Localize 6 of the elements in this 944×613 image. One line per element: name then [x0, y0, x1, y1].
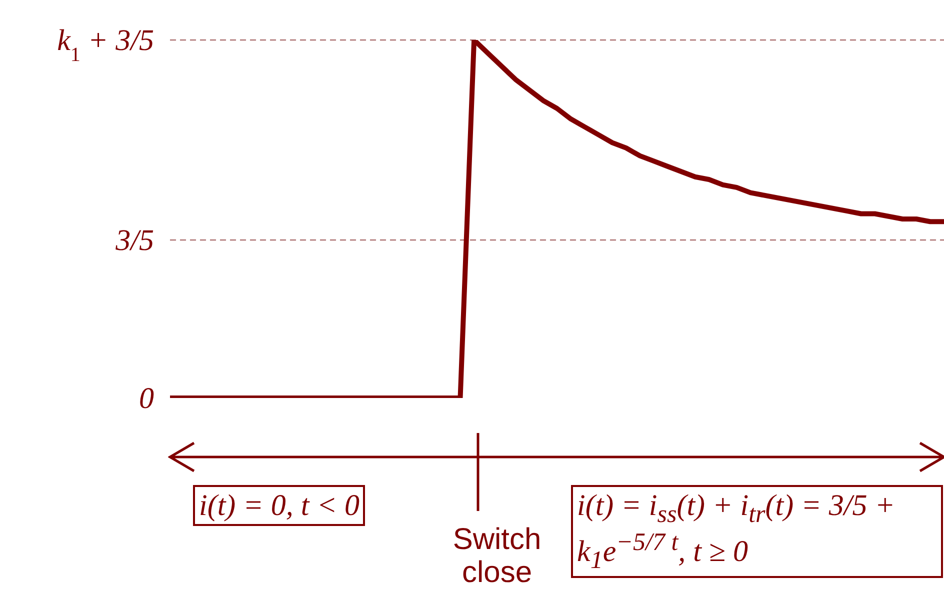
y-tick-label: 3/5	[114, 224, 154, 258]
y-tick-label: k$_{1}$ + 3/5	[57, 24, 154, 66]
y-tick-label: 0	[139, 382, 154, 415]
text: i(t) = i$_{ss}$(t) + i$_{tr}$(t) = 3/5 + k$_{1}$e$^{−5/7 t}$, t ≥ 0	[577, 489, 895, 574]
text: Switch close	[452, 522, 542, 591]
text: i(t) = 0, t < 0	[193, 485, 366, 526]
